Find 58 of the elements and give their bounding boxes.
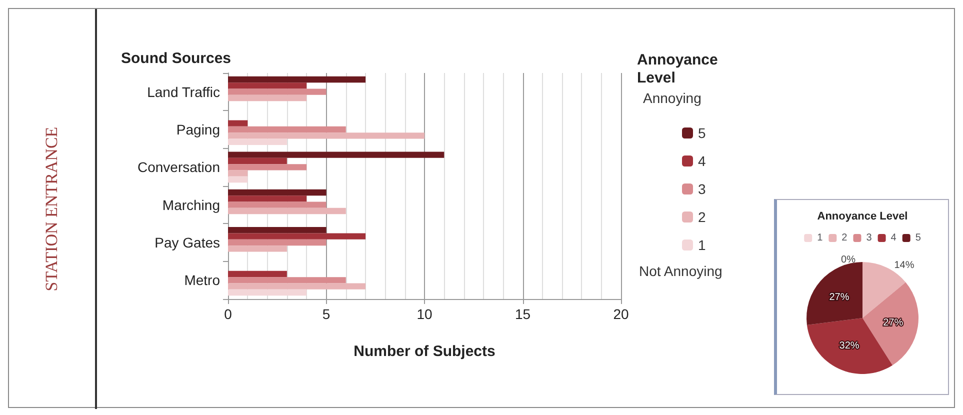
bar	[228, 76, 366, 83]
y-axis-title: Sound Sources	[121, 50, 232, 67]
text: STATION ENTRANCE	[42, 126, 62, 292]
bar	[228, 82, 307, 89]
x-tick-label: 20	[613, 306, 629, 322]
legend-label: 2	[842, 232, 848, 244]
data-label: 27%	[829, 292, 850, 303]
bar	[228, 138, 287, 145]
text: Not Annoying	[639, 263, 722, 279]
bar	[228, 132, 424, 139]
bar	[228, 176, 248, 183]
x-tick-label: 5	[322, 306, 330, 322]
x-tick-label: 15	[514, 306, 531, 322]
bar	[228, 158, 287, 164]
legend-label: 2	[698, 209, 706, 225]
bar	[228, 283, 366, 290]
y-tick-label: Paging	[176, 122, 220, 138]
legend-label: 5	[698, 125, 706, 141]
legend-label: 1	[698, 237, 706, 253]
data-label: 14%	[894, 260, 914, 272]
bar	[228, 239, 326, 246]
text: Annoying	[643, 90, 702, 106]
legend-label: 3	[698, 181, 706, 197]
bar	[228, 120, 248, 126]
data-label: 32%	[839, 340, 860, 352]
x-tick-label: 0	[224, 306, 232, 322]
y-tick-label: Land Traffic	[147, 84, 220, 100]
y-tick-label: Conversation	[138, 159, 220, 176]
bar	[228, 202, 326, 208]
y-tick-label: Metro	[184, 272, 220, 288]
x-axis-title: Number of Subjects	[354, 343, 496, 360]
y-tick-label: Marching	[162, 196, 220, 213]
bar	[228, 189, 326, 196]
chart-title: Annoyance Level	[817, 210, 908, 222]
bar	[228, 170, 248, 176]
x-tick-label: 10	[416, 306, 432, 322]
bar	[228, 126, 346, 133]
legend-title: Annoyance Level	[637, 52, 722, 86]
bar	[228, 164, 307, 170]
legend-label: 1	[817, 232, 824, 244]
y-tick-label: Pay Gates	[154, 234, 220, 250]
bar	[228, 246, 287, 252]
bar	[228, 227, 326, 234]
legend-label: 3	[866, 232, 872, 244]
data-label: 27%	[883, 317, 904, 328]
bar	[228, 270, 287, 278]
legend-label: 4	[698, 153, 706, 169]
bar	[228, 88, 326, 95]
bar	[228, 152, 444, 158]
bar	[228, 196, 307, 202]
bar	[228, 208, 346, 214]
legend-label: 4	[890, 232, 897, 244]
legend-label: 5	[915, 232, 922, 244]
bar	[228, 277, 346, 284]
bar	[228, 233, 366, 240]
bar	[228, 94, 307, 102]
text: 0%	[841, 254, 856, 266]
bar	[228, 289, 307, 296]
